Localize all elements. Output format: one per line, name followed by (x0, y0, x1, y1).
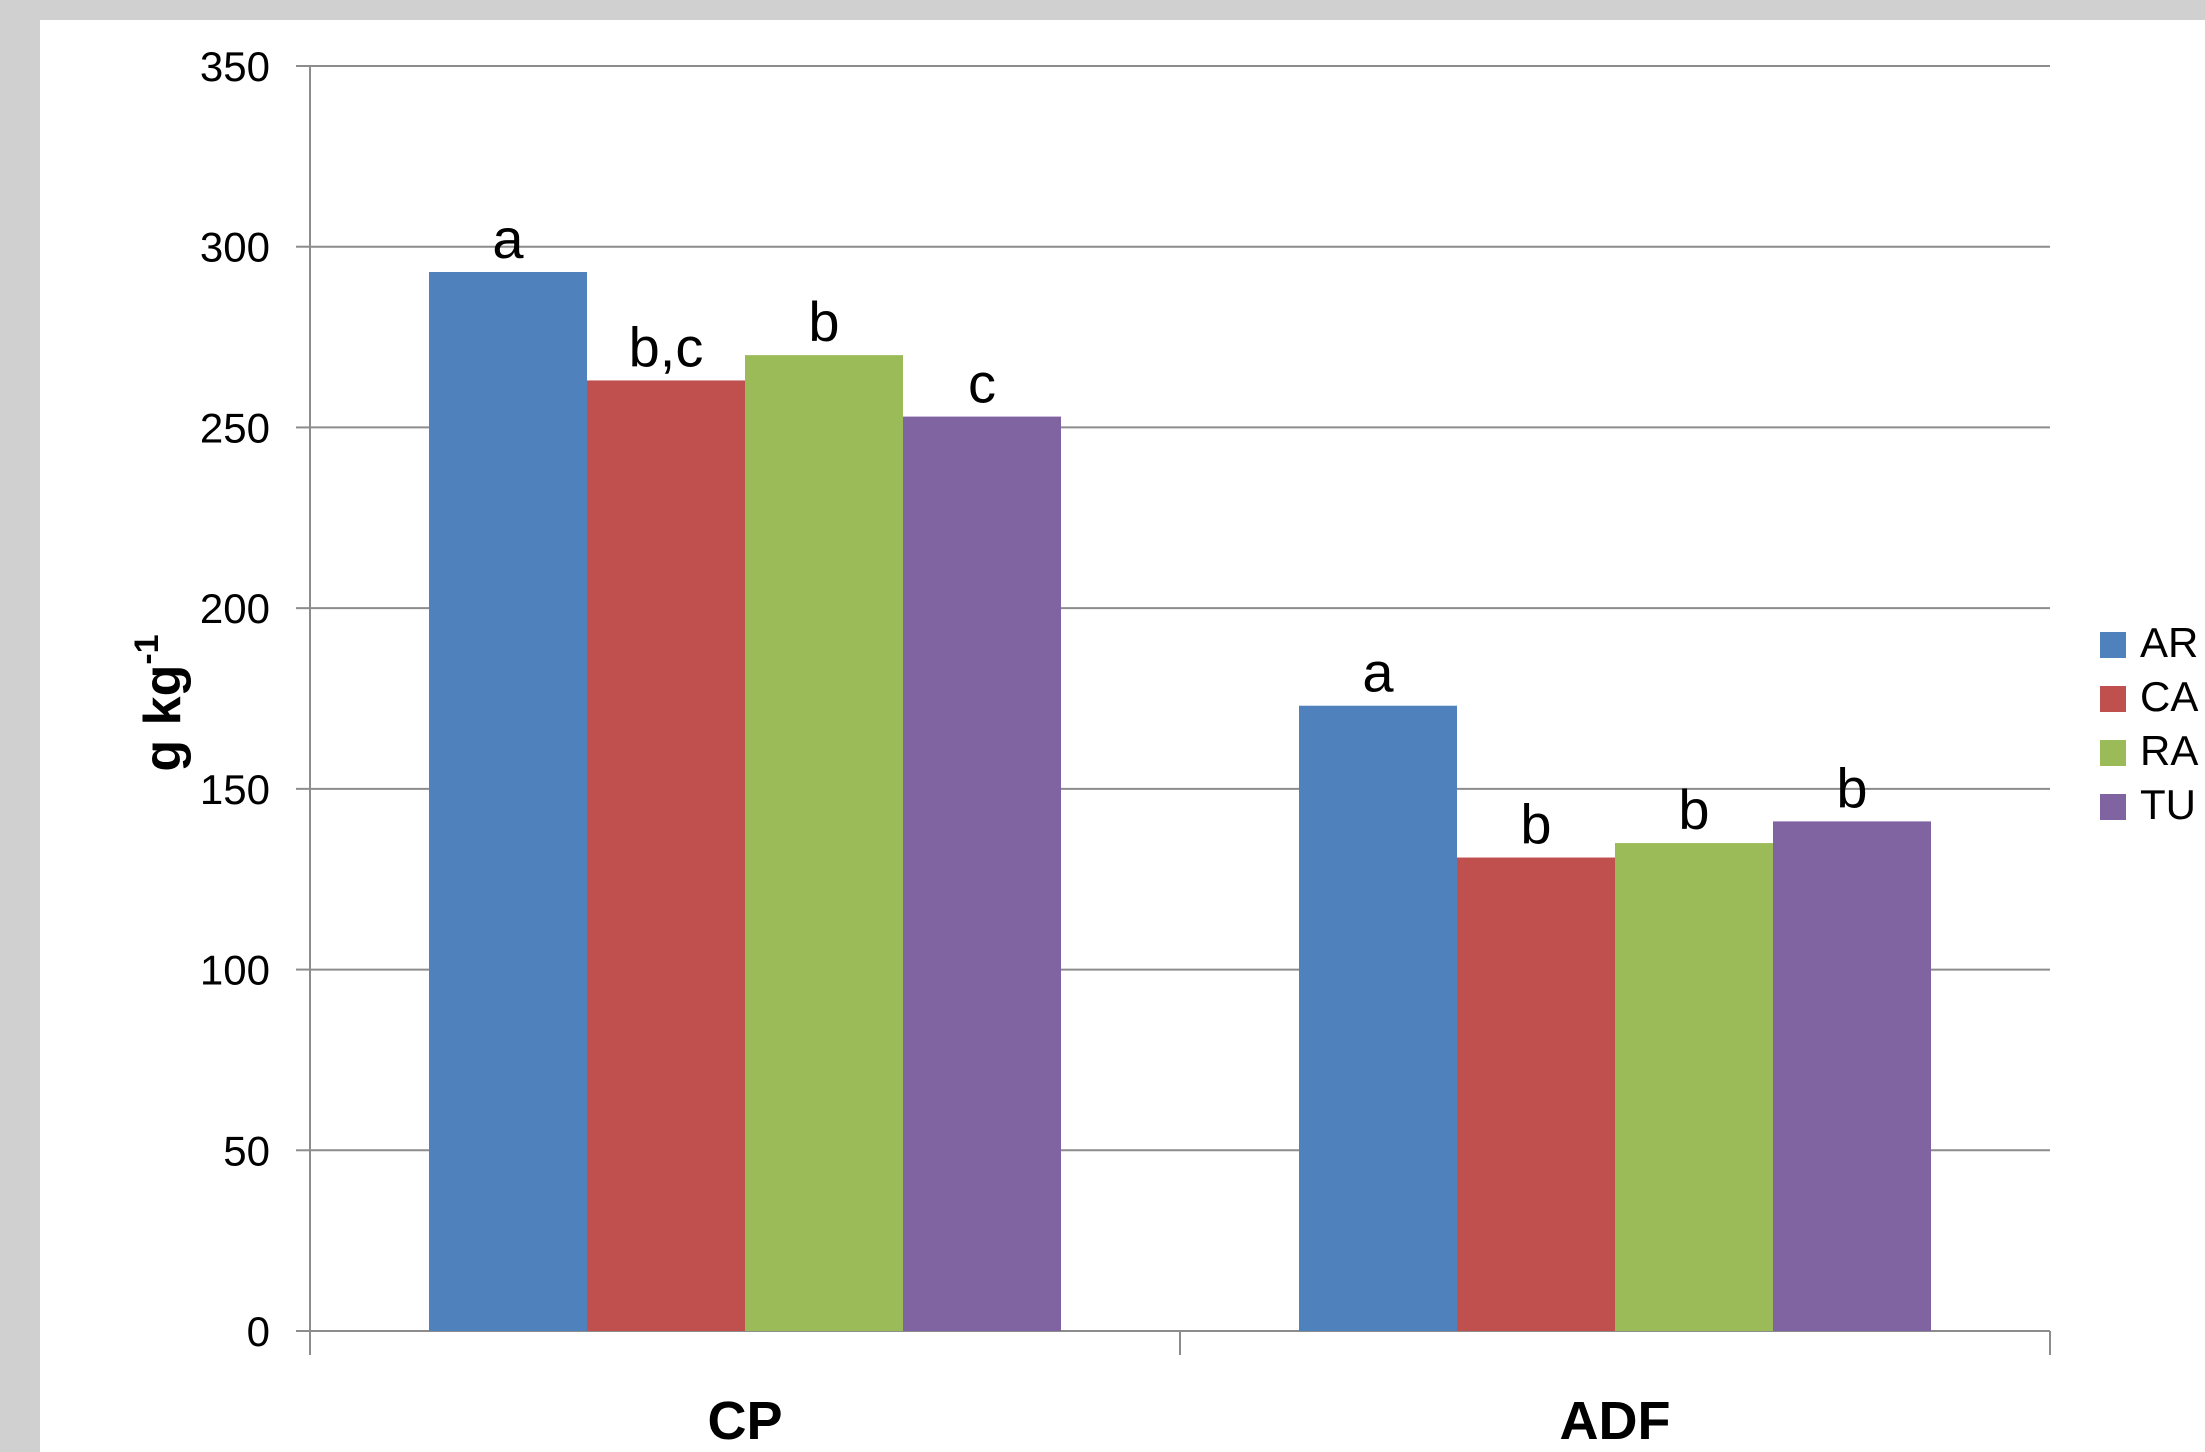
bar-chart: 0 50 100 150 200 250 300 350 CP ADF a b,c b c a b b b g … (128, 43, 2198, 1451)
data-label-CP-CA: b,c (629, 315, 704, 378)
bar-CP-AR (429, 272, 587, 1331)
legend-swatch-RA (2100, 740, 2126, 766)
y-tick-label: 150 (200, 766, 270, 813)
y-tick-label: 200 (200, 585, 270, 632)
category-label-CP: CP (707, 1391, 782, 1451)
legend: AR CA RA TU (2100, 619, 2198, 828)
y-axis-title: g kg-1 (128, 634, 192, 771)
legend-label-TU: TU (2140, 781, 2196, 828)
data-label-ADF-TU: b (1836, 756, 1867, 819)
chart-panel: 0 50 100 150 200 250 300 350 CP ADF a b,c b c a b b b g … (40, 20, 2205, 1452)
y-tick-label: 0 (247, 1308, 270, 1355)
legend-label-CA: CA (2140, 673, 2198, 720)
bar-ADF-CA (1457, 857, 1615, 1331)
y-axis-title-text: g kg-1 (128, 634, 192, 771)
legend-swatch-CA (2100, 686, 2126, 712)
legend-label-RA: RA (2140, 727, 2198, 774)
data-label-ADF-CA: b (1520, 793, 1551, 856)
data-labels: a b,c b c a b b b (492, 207, 1867, 856)
y-tick-label: 100 (200, 947, 270, 994)
bar-ADF-AR (1299, 705, 1457, 1331)
data-label-CP-TU: c (968, 352, 996, 415)
legend-swatch-TU (2100, 794, 2126, 820)
category-label-ADF: ADF (1560, 1391, 1671, 1451)
y-axis-title-main: g kg (134, 665, 192, 772)
data-label-ADF-AR: a (1362, 641, 1394, 704)
data-label-ADF-RA: b (1678, 778, 1709, 841)
bar-CP-RA (745, 355, 903, 1332)
bar-ADF-TU (1773, 821, 1931, 1331)
y-tick-label: 300 (200, 224, 270, 271)
bars (429, 272, 1931, 1332)
data-label-CP-RA: b (808, 290, 839, 353)
y-tick-label: 250 (200, 404, 270, 451)
y-axis-title-superscript: -1 (128, 634, 166, 664)
bar-ADF-RA (1615, 843, 1773, 1331)
y-tick-label: 350 (200, 43, 270, 90)
data-label-CP-AR: a (492, 207, 524, 270)
bar-CP-CA (587, 380, 745, 1331)
legend-label-AR: AR (2140, 619, 2198, 666)
bar-CP-TU (903, 416, 1061, 1332)
y-tick-label: 50 (223, 1127, 270, 1174)
legend-swatch-AR (2100, 632, 2126, 658)
